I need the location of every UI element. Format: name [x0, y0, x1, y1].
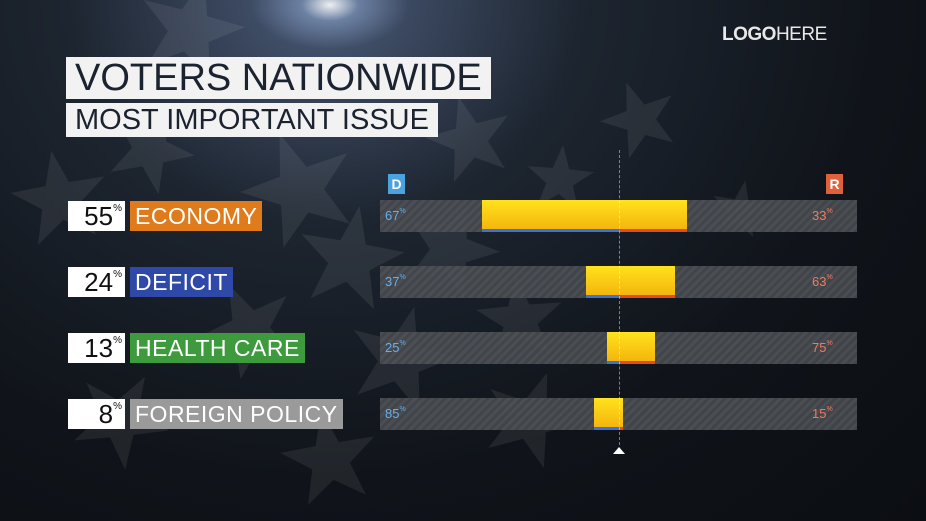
issue-label: HEALTH CARE [130, 333, 305, 363]
issue-bar [606, 332, 656, 364]
r-value: 75 [812, 340, 827, 355]
issue-bar [593, 398, 624, 430]
percent-symbol: % [113, 335, 122, 346]
share-value: 24 [84, 267, 114, 297]
percent-symbol: % [826, 274, 833, 281]
share-percent: 8% [68, 399, 125, 429]
share-percent: 55% [68, 201, 125, 231]
percent-symbol: % [113, 203, 122, 214]
percent-symbol: % [113, 269, 122, 280]
r-share-underline [619, 229, 687, 232]
percent-symbol: % [113, 401, 122, 412]
d-share-underline [606, 361, 619, 364]
r-share-underline [619, 361, 656, 364]
d-share-underline [481, 229, 619, 232]
r-share-underline [619, 295, 676, 298]
percent-symbol: % [399, 274, 406, 281]
issue-row: 13% HEALTH CARE 25% 75% [0, 331, 926, 365]
share-percent: 13% [68, 333, 125, 363]
light-flare [250, 0, 410, 50]
issue-row: 8% FOREIGN POLICY 85% 15% [0, 397, 926, 431]
percent-symbol: % [826, 208, 833, 215]
r-share-underline [619, 427, 624, 430]
center-axis-line [619, 150, 620, 445]
issue-label: ECONOMY [130, 201, 263, 231]
share-value: 8 [98, 399, 114, 429]
r-percent-label: 63% [812, 274, 833, 289]
center-marker-icon [613, 447, 625, 454]
issue-bar [481, 200, 687, 232]
d-percent-label: 67% [385, 208, 406, 223]
d-percent-label: 25% [385, 340, 406, 355]
percent-symbol: % [399, 208, 406, 215]
percent-symbol: % [399, 340, 406, 347]
issue-row: 24% DEFICIT 37% 63% [0, 265, 926, 299]
d-value: 85 [385, 406, 400, 421]
percent-symbol: % [826, 406, 833, 413]
d-value: 67 [385, 208, 400, 223]
d-value: 37 [385, 274, 400, 289]
d-percent-label: 85% [385, 406, 406, 421]
r-value: 15 [812, 406, 827, 421]
logo: LOGOHERE [722, 24, 827, 45]
share-value: 55 [84, 201, 114, 231]
r-percent-label: 75% [812, 340, 833, 355]
issue-label: DEFICIT [130, 267, 233, 297]
chart-subtitle: MOST IMPORTANT ISSUE [66, 103, 438, 137]
r-value: 33 [812, 208, 827, 223]
issue-label: FOREIGN POLICY [130, 399, 343, 429]
d-share-underline [593, 427, 619, 430]
legend-r-badge: R [826, 174, 843, 194]
r-value: 63 [812, 274, 827, 289]
d-value: 25 [385, 340, 400, 355]
percent-symbol: % [399, 406, 406, 413]
d-percent-label: 37% [385, 274, 406, 289]
percent-symbol: % [826, 340, 833, 347]
share-percent: 24% [68, 267, 125, 297]
share-value: 13 [84, 333, 114, 363]
issue-bar [585, 266, 676, 298]
issue-row: 55% ECONOMY 67% 33% [0, 199, 926, 233]
chart-title: VOTERS NATIONWIDE [66, 57, 491, 99]
r-percent-label: 15% [812, 406, 833, 421]
d-share-underline [585, 295, 619, 298]
legend-d-badge: D [388, 174, 405, 194]
r-percent-label: 33% [812, 208, 833, 223]
